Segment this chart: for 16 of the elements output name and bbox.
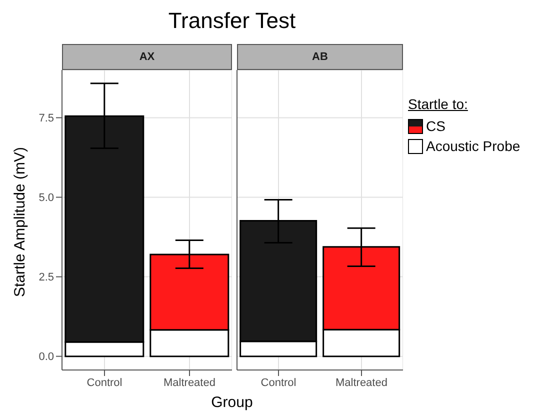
chart-subtitle: AX [62, 44, 232, 70]
legend-title: Startle to: [408, 96, 469, 112]
y-tick-label: 5.0 [38, 192, 54, 204]
y-tick-label: 2.5 [38, 272, 54, 284]
y-axis-title: Startle Amplitude (mV) [12, 146, 28, 298]
legend-label: CS [426, 118, 446, 134]
legend-label: Acoustic Probe [426, 138, 520, 154]
x-axis-title: Group [210, 394, 254, 411]
x-tick-label: Control [86, 376, 122, 389]
x-tick-label: Maltreated [336, 376, 388, 389]
x-tick-label: Control [260, 376, 296, 389]
y-tick-label: 0.0 [38, 351, 54, 364]
y-tick-label: 7.5 [38, 112, 54, 125]
chart-subtitle: AB [237, 44, 403, 70]
chart-title: Transfer Test [167, 8, 297, 34]
x-tick-label: Maltreated [164, 376, 216, 389]
